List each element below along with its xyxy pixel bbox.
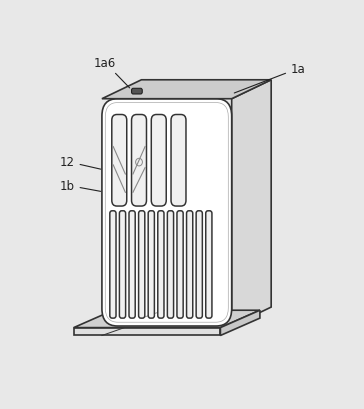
FancyBboxPatch shape — [110, 211, 116, 318]
Polygon shape — [74, 328, 221, 336]
FancyBboxPatch shape — [131, 115, 146, 207]
Polygon shape — [74, 310, 260, 328]
FancyBboxPatch shape — [119, 211, 126, 318]
FancyBboxPatch shape — [167, 211, 174, 318]
FancyBboxPatch shape — [129, 211, 135, 318]
FancyBboxPatch shape — [148, 211, 154, 318]
FancyBboxPatch shape — [112, 115, 127, 207]
FancyBboxPatch shape — [139, 211, 145, 318]
FancyBboxPatch shape — [206, 211, 212, 318]
Polygon shape — [221, 310, 260, 336]
FancyBboxPatch shape — [102, 99, 232, 326]
Text: 1a: 1a — [234, 63, 306, 94]
FancyBboxPatch shape — [177, 211, 183, 318]
FancyBboxPatch shape — [171, 115, 186, 207]
FancyBboxPatch shape — [187, 211, 193, 318]
Polygon shape — [102, 81, 271, 99]
FancyBboxPatch shape — [131, 89, 142, 95]
Polygon shape — [232, 81, 271, 326]
Text: 1b: 1b — [60, 179, 100, 192]
Text: 12: 12 — [60, 156, 100, 170]
FancyBboxPatch shape — [196, 211, 202, 318]
FancyBboxPatch shape — [158, 211, 164, 318]
FancyBboxPatch shape — [151, 115, 166, 207]
Text: 1a6: 1a6 — [94, 56, 130, 89]
